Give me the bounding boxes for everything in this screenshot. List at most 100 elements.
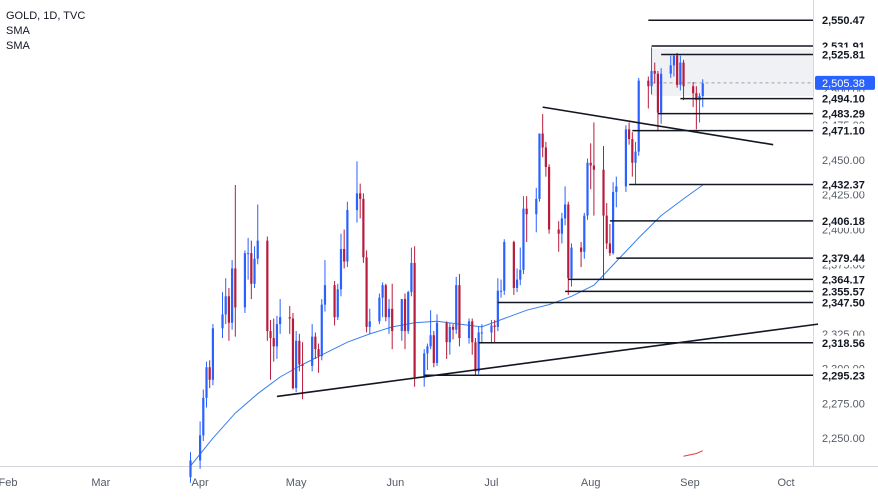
candle-body <box>586 162 589 216</box>
candle <box>426 343 429 371</box>
candle <box>362 193 365 263</box>
candle <box>407 290 410 334</box>
candle <box>346 201 349 268</box>
candle <box>586 158 589 220</box>
candle-body <box>544 147 547 167</box>
candle <box>227 287 231 341</box>
candle-body <box>256 240 259 259</box>
candle <box>602 146 605 280</box>
candle <box>515 268 519 293</box>
candle-body <box>547 166 551 230</box>
candle <box>359 183 362 219</box>
candle <box>387 299 391 334</box>
candle-body <box>653 70 656 74</box>
candle-body <box>672 55 676 66</box>
candle-body <box>211 328 215 380</box>
candle-body <box>221 314 224 329</box>
candle-body <box>391 308 394 332</box>
candle-body <box>365 257 368 327</box>
candle-body <box>311 336 314 366</box>
candle-body <box>474 342 477 372</box>
candle <box>381 282 384 318</box>
candle-body <box>426 346 429 354</box>
candle-body <box>471 321 474 343</box>
candle-body <box>295 340 298 389</box>
price-label-bg <box>815 106 875 121</box>
candle <box>355 161 359 223</box>
level-price-label: 2,364.17 <box>815 272 875 287</box>
candle-body <box>676 55 679 85</box>
candle-body <box>695 93 698 101</box>
candle-body <box>499 290 503 292</box>
candle <box>650 47 653 95</box>
candle-body <box>250 253 253 284</box>
candle-body <box>615 186 618 192</box>
candle-body <box>368 321 371 327</box>
candle <box>496 278 499 332</box>
price-label-text: 2,471.10 <box>822 126 865 138</box>
candle-body <box>467 321 471 339</box>
candle-body <box>624 129 628 187</box>
candle <box>541 114 544 158</box>
candle <box>224 278 227 325</box>
price-label-bg <box>815 213 875 228</box>
candle-body <box>269 331 272 339</box>
candle <box>448 322 451 355</box>
candle-body <box>692 86 695 94</box>
y-tick-label: 2,425.00 <box>822 190 865 202</box>
candle-body <box>612 191 615 254</box>
candle-body <box>359 193 362 199</box>
candle-body <box>407 292 410 332</box>
y-tick-label: 2,275.00 <box>822 398 865 410</box>
candle <box>660 68 663 124</box>
candle-body <box>458 285 461 339</box>
candle-body <box>266 240 269 332</box>
x-tick-label: Oct <box>777 477 794 489</box>
candle <box>336 283 339 320</box>
candle-body <box>381 285 384 298</box>
candle <box>384 283 387 322</box>
candle <box>656 70 660 131</box>
candle <box>272 318 275 362</box>
candle <box>567 201 570 295</box>
candle-body <box>608 243 612 254</box>
candle <box>458 274 461 347</box>
candle-body <box>317 349 320 357</box>
x-tick-label: Jun <box>387 477 405 489</box>
candle <box>480 324 483 344</box>
price-label-text: 2,483.29 <box>822 109 865 121</box>
candle-body <box>570 247 573 279</box>
level-price-label: 2,318.56 <box>815 335 875 350</box>
candle <box>198 421 202 469</box>
candle-body <box>512 242 515 288</box>
candle-body <box>247 253 250 255</box>
candle <box>695 86 698 130</box>
candle-body <box>400 299 403 332</box>
candle-body <box>563 204 567 219</box>
candle-body <box>503 242 506 291</box>
candle <box>701 79 704 108</box>
level-price-label: 2,483.29 <box>815 106 875 121</box>
candle <box>631 132 634 177</box>
candle-body <box>650 70 653 87</box>
level-price-label: 2,295.23 <box>815 368 875 383</box>
price-label-text: 2,406.18 <box>822 216 865 228</box>
candle-body <box>432 335 435 364</box>
candle-body <box>205 367 208 398</box>
candle <box>467 318 471 344</box>
candle-body <box>583 215 586 252</box>
candle <box>253 246 256 288</box>
candle-body <box>455 285 458 330</box>
candle <box>605 203 608 249</box>
level-price-label: 2,406.18 <box>815 213 875 228</box>
candle-body <box>525 208 528 215</box>
candle <box>311 324 314 372</box>
price-label-text: 2,364.17 <box>822 274 865 286</box>
candle-body <box>647 80 650 87</box>
candle <box>423 349 426 387</box>
price-label-bg <box>815 91 875 106</box>
x-tick-label: Mar <box>91 477 110 489</box>
candle <box>455 276 458 334</box>
candle <box>637 77 640 156</box>
